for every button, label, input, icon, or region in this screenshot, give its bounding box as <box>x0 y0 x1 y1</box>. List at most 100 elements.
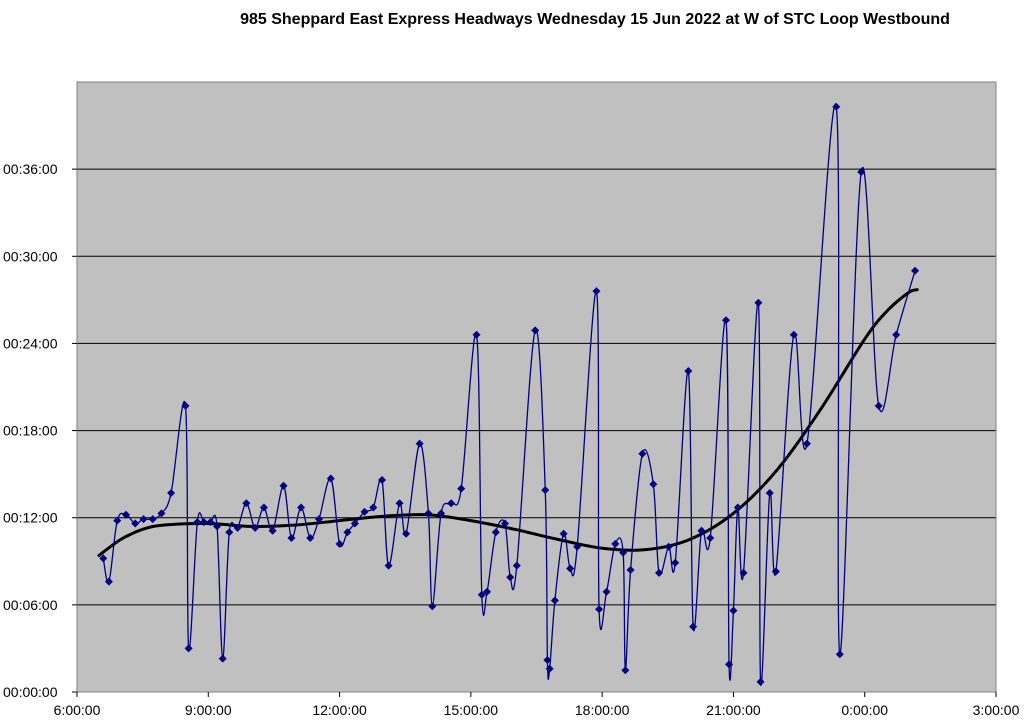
data-point-70 <box>684 367 693 376</box>
data-point-82 <box>771 567 780 576</box>
plot-area <box>77 82 996 692</box>
data-point-13 <box>206 518 215 527</box>
data-point-43 <box>472 330 481 339</box>
data-point-44 <box>477 590 486 599</box>
y-tick-label-2: 00:12:00 <box>3 510 58 526</box>
data-point-58 <box>592 287 601 296</box>
data-point-3 <box>122 510 131 519</box>
data-point-77 <box>733 503 742 512</box>
data-point-80 <box>756 677 765 686</box>
y-tick-label-3: 00:18:00 <box>3 423 58 439</box>
data-point-40 <box>437 509 446 518</box>
data-point-7 <box>157 509 166 518</box>
y-tick-label-6: 00:36:00 <box>3 161 58 177</box>
x-tick-label-5: 21:00:00 <box>706 702 761 718</box>
data-point-89 <box>892 330 901 339</box>
x-tick-label-1: 9:00:00 <box>185 702 232 718</box>
data-point-5 <box>139 515 148 524</box>
data-point-28 <box>335 539 344 548</box>
data-point-66 <box>649 480 658 489</box>
data-point-64 <box>626 566 635 574</box>
data-point-59 <box>595 605 604 614</box>
data-point-20 <box>259 503 268 512</box>
data-point-87 <box>857 168 866 177</box>
axes <box>72 81 997 697</box>
data-point-11 <box>193 518 202 527</box>
data-point-4 <box>131 519 140 528</box>
x-tick-label-3: 15:00:00 <box>444 702 499 718</box>
data-point-60 <box>602 587 611 596</box>
data-point-56 <box>566 564 575 573</box>
data-point-36 <box>402 529 411 538</box>
data-point-15 <box>218 654 227 663</box>
data-point-53 <box>545 664 554 673</box>
data-point-42 <box>457 484 466 493</box>
data-point-45 <box>483 587 492 596</box>
y-tick-label-0: 00:00:00 <box>3 684 58 700</box>
data-point-0 <box>99 554 108 563</box>
x-axis-tick-labels: 6:00:00 9:00:00 12:00:00 15:00:00 18:00:00 21… <box>54 702 1020 718</box>
y-tick-label-5: 00:30:00 <box>3 248 58 264</box>
data-point-41 <box>447 499 456 508</box>
data-point-74 <box>721 316 730 325</box>
data-point-24 <box>297 503 306 512</box>
data-point-84 <box>802 439 811 448</box>
y-axis-tick-labels: 00:00:00 00:06:00 00:12:00 00:18:00 00:24:00… <box>3 161 58 700</box>
x-tick-label-4: 18:00:00 <box>575 702 630 718</box>
data-point-88 <box>874 401 883 410</box>
data-point-31 <box>360 507 369 516</box>
data-point-48 <box>506 573 515 582</box>
plot-border <box>76 81 997 693</box>
data-point-73 <box>706 534 715 543</box>
data-point-22 <box>279 481 288 490</box>
data-point-71 <box>689 622 698 631</box>
data-point-83 <box>789 330 798 339</box>
data-point-63 <box>621 666 630 675</box>
data-point-61 <box>611 539 620 548</box>
data-point-54 <box>550 596 559 605</box>
data-point-67 <box>655 568 664 577</box>
data-point-18 <box>242 499 251 508</box>
data-point-16 <box>225 528 234 537</box>
data-point-79 <box>754 298 763 307</box>
data-point-19 <box>251 523 260 532</box>
data-point-25 <box>306 534 315 543</box>
data-point-78 <box>739 568 748 577</box>
data-point-55 <box>559 529 568 538</box>
x-tick-label-2: 12:00:00 <box>312 702 367 718</box>
data-point-90 <box>911 266 920 275</box>
data-point-1 <box>104 577 113 586</box>
data-point-75 <box>725 660 734 669</box>
data-point-21 <box>268 526 277 535</box>
data-point-81 <box>765 489 774 498</box>
data-point-38 <box>424 509 433 518</box>
data-point-65 <box>638 449 647 458</box>
y-tick-label-1: 00:06:00 <box>3 597 58 613</box>
chart-title: 985 Sheppard East Express Headways Wedne… <box>240 11 950 28</box>
data-point-33 <box>378 475 387 484</box>
data-point-12 <box>199 518 208 527</box>
data-point-23 <box>287 534 296 543</box>
data-point-49 <box>512 561 521 570</box>
x-tick-label-6: 0:00:00 <box>841 702 888 718</box>
data-point-68 <box>664 542 673 551</box>
data-point-51 <box>541 486 550 495</box>
data-point-86 <box>835 650 844 659</box>
data-point-34 <box>384 561 393 570</box>
data-point-9 <box>181 401 190 410</box>
data-point-72 <box>697 526 706 535</box>
data-point-76 <box>729 606 738 615</box>
data-point-2 <box>113 516 122 525</box>
data-point-39 <box>428 602 437 611</box>
x-tick-label-7: 3:00:00 <box>973 702 1020 718</box>
data-point-8 <box>167 489 176 498</box>
data-point-27 <box>326 474 335 483</box>
data-point-35 <box>395 499 404 508</box>
data-point-37 <box>415 439 424 448</box>
data-point-29 <box>343 528 352 537</box>
x-tick-label-0: 6:00:00 <box>54 702 101 718</box>
data-points <box>99 102 920 686</box>
data-point-52 <box>543 656 552 665</box>
